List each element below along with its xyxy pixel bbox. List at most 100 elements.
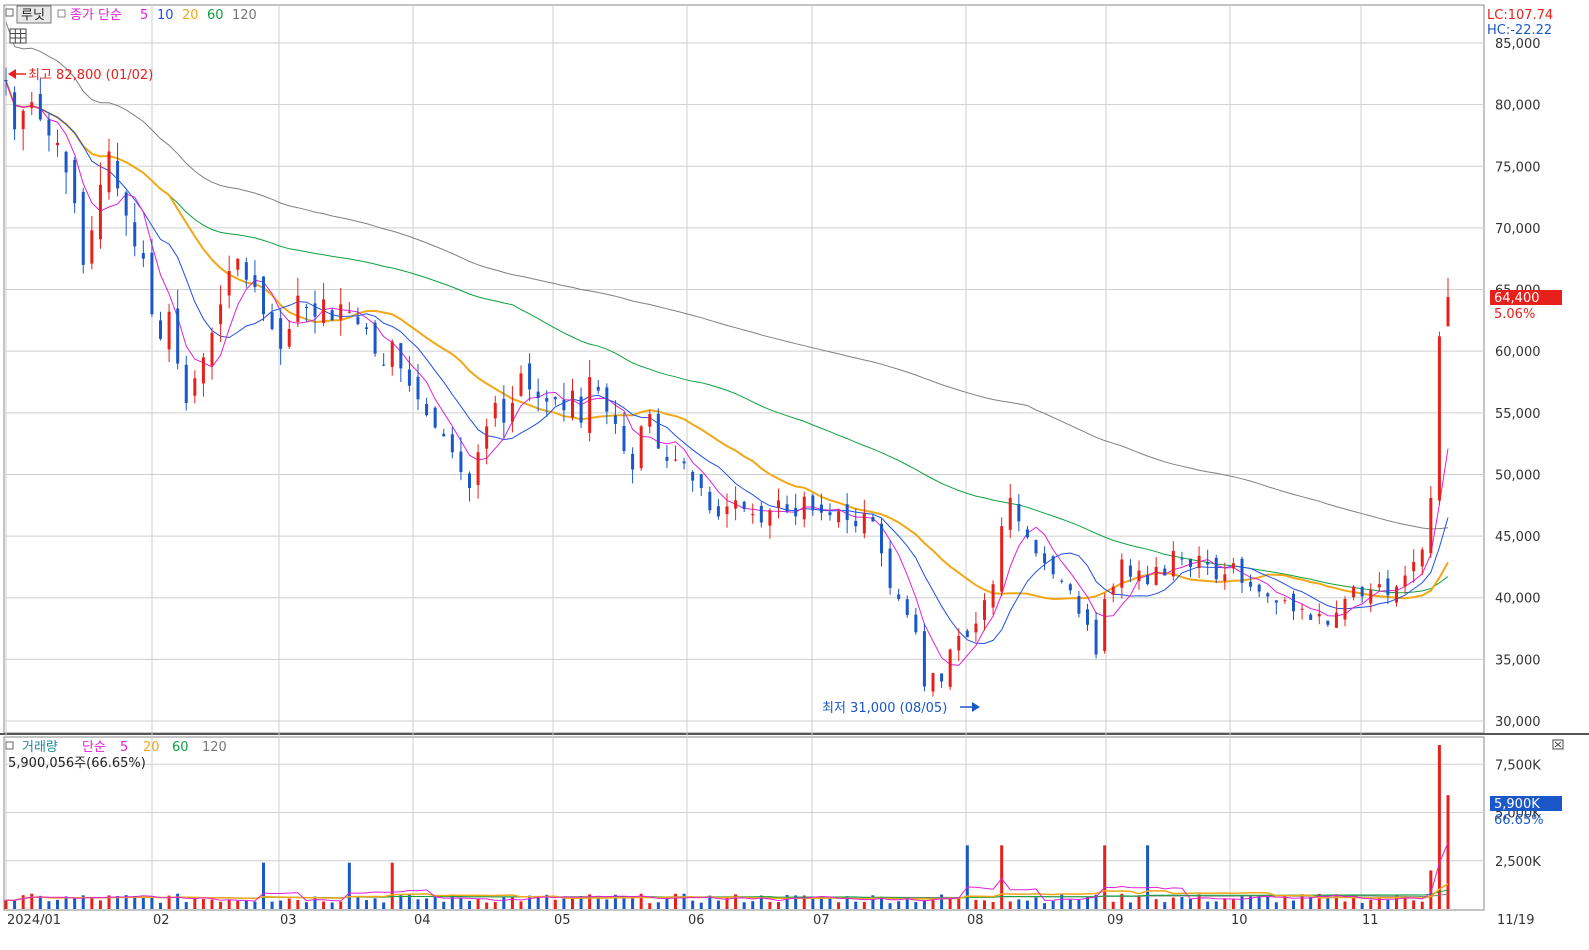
stock-name-box[interactable]: [16, 5, 52, 24]
candle-body: [1154, 566, 1158, 585]
volume-bar: [459, 898, 463, 909]
candle-body: [811, 495, 815, 511]
candle-body: [219, 304, 223, 325]
volume-bar: [588, 894, 592, 909]
candle-body: [1086, 609, 1089, 625]
candle-body: [1231, 563, 1235, 569]
volume-bar: [1077, 899, 1081, 909]
candle-body: [1343, 598, 1347, 620]
volume-title: 거래량: [22, 740, 58, 755]
candle-body: [622, 425, 626, 452]
volume-tick-label: 7,500K: [1495, 758, 1541, 773]
candle-body: [485, 426, 489, 449]
volume-ma20-legend: 20: [143, 740, 160, 755]
volume-bar: [965, 845, 969, 909]
date-tick-label: 06: [688, 913, 705, 928]
volume-bar: [1283, 896, 1287, 909]
candle-body: [38, 93, 42, 120]
candle-body: [1180, 558, 1184, 560]
volume-bar: [1171, 897, 1175, 909]
volume-bar: [450, 894, 454, 909]
candle-body: [819, 504, 823, 513]
volume-ma60-legend: 60: [172, 740, 189, 755]
candle-body: [201, 357, 205, 384]
candle-body: [1060, 580, 1064, 582]
candle-body: [777, 500, 780, 509]
candle-body: [330, 310, 334, 321]
volume-bar: [510, 896, 514, 909]
candle-body: [193, 378, 197, 396]
volume-bar: [1214, 901, 1218, 909]
volume-bar: [734, 894, 738, 909]
volume-bar: [596, 896, 600, 909]
volume-bar: [236, 900, 240, 909]
volume-bar: [1343, 901, 1347, 909]
volume-bar: [991, 902, 995, 909]
volume-bar: [536, 896, 540, 909]
volume-bar: [1017, 899, 1021, 909]
ma120-line: [5, 21, 1449, 530]
ma-label: 종가 단순: [70, 8, 122, 23]
candle-body: [416, 376, 420, 400]
volume-bar: [768, 901, 772, 909]
volume-bar: [1111, 901, 1115, 909]
volume-bar: [133, 896, 137, 909]
candle-body: [794, 507, 798, 517]
volume-bar: [485, 902, 489, 909]
candle-body: [347, 311, 351, 313]
volume-bar: [828, 896, 832, 909]
candle-body: [880, 523, 883, 554]
candle-body: [528, 363, 532, 390]
volume-bar: [948, 897, 952, 909]
candle-body: [759, 505, 763, 523]
candle-body: [279, 318, 283, 349]
volume-bar: [468, 900, 471, 909]
candle-body: [579, 396, 583, 423]
volume-bar: [13, 900, 17, 909]
volume-bar: [1309, 897, 1313, 909]
candle-body: [56, 142, 59, 146]
candle-body: [931, 672, 935, 692]
volume-bar: [1437, 745, 1441, 909]
volume-bar: [854, 901, 858, 909]
volume-bar: [1386, 899, 1390, 909]
volume-bar: [571, 897, 574, 909]
volume-bar: [1008, 901, 1012, 909]
volume-bar: [1163, 902, 1167, 909]
volume-bar: [1377, 897, 1381, 909]
candle-body: [1068, 584, 1072, 591]
volume-bar: [21, 895, 25, 909]
volume-bar: [373, 898, 377, 909]
candle-body: [1223, 574, 1227, 581]
volume-bar: [880, 896, 883, 909]
candle-body: [1111, 586, 1115, 595]
volume-bar: [716, 900, 720, 909]
candle-body: [631, 453, 635, 470]
candle-body: [47, 119, 51, 136]
volume-bar: [605, 899, 609, 909]
grid: [4, 5, 1484, 910]
volume-bar: [107, 895, 111, 909]
candle-body: [98, 184, 102, 240]
volume-bar: [528, 895, 532, 909]
candle-body: [1128, 565, 1132, 577]
candle-body: [648, 414, 652, 427]
grid-toggle-icon[interactable]: [9, 28, 27, 44]
candle-body: [407, 369, 411, 386]
candle-body: [854, 520, 858, 527]
volume-bar: [1103, 845, 1107, 909]
candle-body: [1352, 586, 1356, 598]
volume-bar: [983, 900, 986, 909]
volume-bar: [176, 893, 180, 909]
volume-bar: [1326, 896, 1330, 909]
volume-bar: [90, 897, 94, 909]
volume-bar: [219, 901, 223, 909]
legend-toggle-icon[interactable]: [5, 8, 14, 17]
current-change: 5.06%: [1494, 307, 1535, 322]
candle-body: [1163, 568, 1167, 576]
candle-body: [837, 511, 841, 523]
candle-body: [13, 92, 17, 130]
candle-body: [390, 341, 394, 367]
volume-legend-icon[interactable]: [5, 741, 14, 750]
current-volume-badge-value: 5,900K: [1494, 797, 1540, 812]
